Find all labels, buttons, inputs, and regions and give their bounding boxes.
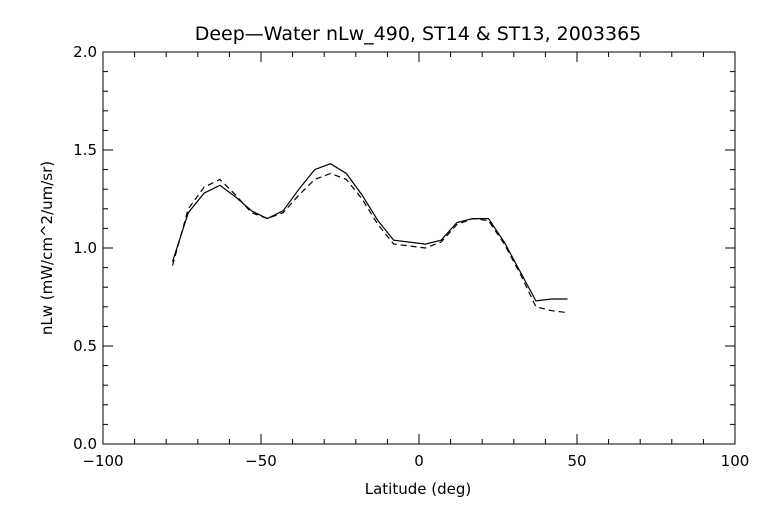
y-tick-label: 1.5 bbox=[73, 141, 97, 159]
x-axis-label: Latitude (deg) bbox=[365, 480, 471, 498]
y-tick-label: 0.0 bbox=[73, 435, 97, 453]
y-axis-label: nLw (mW/cm^2/um/sr) bbox=[38, 161, 56, 335]
y-tick-label: 2.0 bbox=[73, 43, 97, 61]
x-tick-label: −100 bbox=[82, 452, 123, 470]
x-tick-label: 0 bbox=[414, 452, 424, 470]
tick-layer: −100 −50 0 50 100 0.0 0.5 1.0 1.5 2.0 bbox=[73, 43, 749, 470]
series-line-dashed bbox=[171, 172, 568, 314]
y-tick-label: 1.0 bbox=[73, 239, 97, 257]
x-tick-label: 50 bbox=[567, 452, 586, 470]
chart-title: Deep—Water nLw_490, ST14 & ST13, 2003365 bbox=[195, 23, 642, 45]
y-tick-label: 0.5 bbox=[73, 337, 97, 355]
series-line-solid bbox=[171, 163, 568, 302]
plot-frame bbox=[102, 51, 736, 445]
x-tick-label: −50 bbox=[245, 452, 277, 470]
series-layer bbox=[171, 163, 568, 314]
x-tick-label: 100 bbox=[721, 452, 750, 470]
